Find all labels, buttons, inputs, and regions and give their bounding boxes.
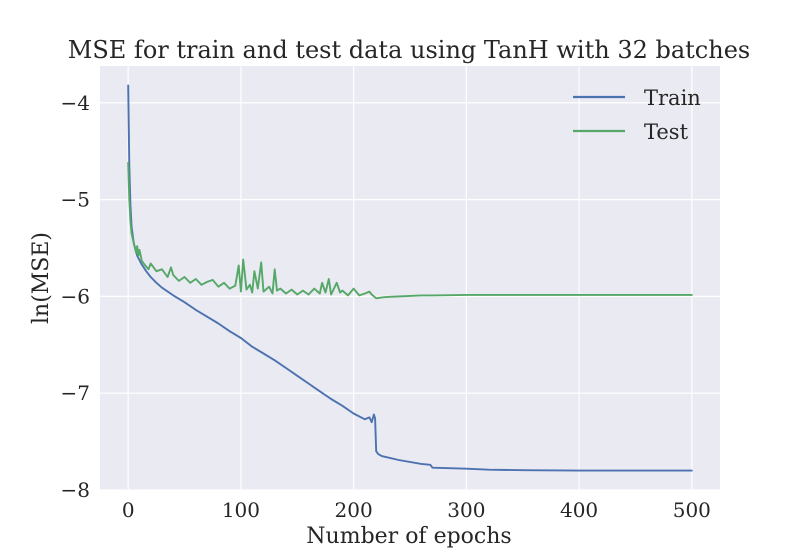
- y-tick-label: −8: [61, 478, 90, 502]
- grid-lines: [100, 66, 720, 491]
- series-line-train: [127, 84, 693, 472]
- legend-label-test: Test: [644, 120, 689, 144]
- x-tick-label: 0: [122, 498, 135, 522]
- y-tick-label: −7: [61, 381, 90, 405]
- x-tick-label: 500: [673, 498, 711, 522]
- legend: Train Test: [573, 86, 701, 144]
- y-tick-label: −4: [61, 91, 90, 115]
- x-tick-label: 200: [335, 498, 373, 522]
- x-tick-label: 400: [560, 498, 598, 522]
- y-tick-label: −6: [61, 284, 90, 308]
- x-axis-label: Number of epochs: [306, 524, 511, 549]
- plot-area: [100, 66, 720, 490]
- y-tick-labels: −4 −5 −6 −7 −8: [61, 91, 90, 502]
- y-tick-label: −5: [61, 188, 90, 212]
- series-line-test: [127, 161, 693, 300]
- chart-title: MSE for train and test data using TanH w…: [68, 36, 750, 64]
- series-lines: [127, 84, 693, 472]
- y-axis-label: ln(MSE): [29, 232, 54, 324]
- x-tick-label: 300: [447, 498, 485, 522]
- legend-label-train: Train: [644, 86, 701, 110]
- x-tick-labels: 0 100 200 300 400 500: [122, 498, 711, 522]
- x-tick-label: 100: [222, 498, 260, 522]
